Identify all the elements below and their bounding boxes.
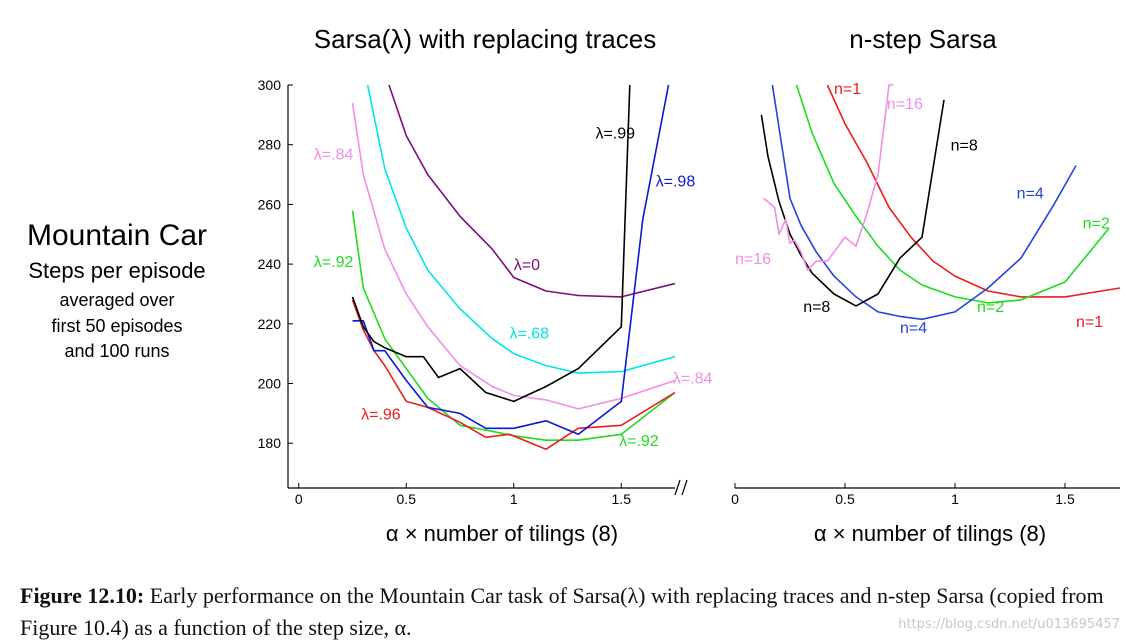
ylabel-line-5: and 100 runs [64, 341, 169, 361]
series-label-λ=.68: λ=.68 [509, 326, 549, 343]
x-tick-label: 0 [295, 491, 303, 507]
y-tick-label: 280 [258, 137, 282, 153]
series-line-λ=.96 [351, 299, 675, 451]
y-tick-label: 220 [258, 316, 282, 332]
y-tick-label: 240 [258, 256, 282, 272]
series-label-n=16: n=16 [735, 251, 771, 268]
x-tick-label: 0.5 [397, 491, 417, 507]
y-tick-label: 260 [258, 196, 282, 212]
series-line-n=1 [826, 84, 1120, 298]
series-label-n=4: n=4 [1017, 185, 1044, 202]
series-line-λ=.68 [366, 84, 675, 374]
series-label-λ=.84: λ=.84 [314, 147, 354, 164]
ylabel-line-1: Mountain Car [27, 219, 207, 252]
x-tick-label: 1.5 [612, 491, 632, 507]
chart-svg: Mountain Car Steps per episode averaged … [27, 24, 1120, 546]
series-label-λ=.92: λ=.92 [619, 433, 659, 450]
watermark: https://blog.csdn.net/u013695457 [898, 617, 1120, 632]
x-tick-label: 0 [731, 491, 739, 507]
series-line-λ=.84 [351, 102, 675, 410]
series-line-λ=.92 [351, 210, 675, 442]
series-label-λ=0: λ=0 [514, 257, 540, 274]
series-label-λ=.98: λ=.98 [656, 173, 696, 190]
series-line-n=2 [795, 84, 1110, 304]
series-label-λ=.84: λ=.84 [673, 371, 713, 388]
series-label-n=2: n=2 [1083, 215, 1110, 232]
series-label-λ=.92: λ=.92 [314, 254, 354, 271]
ylabel-line-2: Steps per episode [28, 258, 205, 283]
y-axis-label-block: Mountain Car Steps per episode averaged … [27, 219, 207, 361]
right-chart-xlabel: α × number of tilings (8) [814, 521, 1046, 546]
x-tick-label: 0.5 [835, 491, 855, 507]
series-line-n=8 [760, 99, 945, 307]
y-tick-label: 180 [258, 435, 282, 451]
series-line-n=16 [763, 84, 894, 271]
series-label-n=1: n=1 [834, 81, 861, 98]
series-label-λ=.99: λ=.99 [595, 126, 635, 143]
left-chart-xlabel: α × number of tilings (8) [386, 521, 618, 546]
series-label-n=1: n=1 [1076, 314, 1103, 331]
x-tick-label: 1 [510, 491, 518, 507]
ylabel-line-4: first 50 episodes [51, 316, 182, 336]
ylabel-line-3: averaged over [59, 290, 174, 310]
axis-break-marker [674, 479, 688, 496]
figure: Mountain Car Steps per episode averaged … [27, 24, 1120, 546]
right-chart-title: n-step Sarsa [849, 24, 997, 54]
sarsa-lambda-panel: Sarsa(λ) with replacing traces α × numbe… [258, 24, 713, 546]
series-label-n=16: n=16 [887, 96, 923, 113]
series-label-n=2: n=2 [977, 299, 1004, 316]
figure-caption: Figure 12.10: Early performance on the M… [20, 580, 1115, 644]
series-label-n=8: n=8 [951, 138, 978, 155]
series-line-λ=.98 [352, 84, 670, 436]
y-tick-label: 300 [258, 77, 282, 93]
left-chart-title: Sarsa(λ) with replacing traces [314, 24, 656, 54]
y-tick-label: 200 [258, 376, 282, 392]
series-line-λ=0 [388, 84, 675, 298]
series-label-n=8: n=8 [803, 299, 830, 316]
series-line-λ=.99 [351, 84, 631, 403]
series-label-λ=.96: λ=.96 [361, 406, 401, 423]
x-tick-label: 1 [951, 491, 959, 507]
caption-text: Early performance on the Mountain Car ta… [20, 583, 1104, 640]
n-step-sarsa-panel: n-step Sarsa α × number of tilings (8) 0… [731, 24, 1120, 546]
series-line-n=4 [771, 84, 1077, 321]
x-tick-label: 1.5 [1055, 491, 1075, 507]
series-label-n=4: n=4 [900, 320, 927, 337]
caption-label: Figure 12.10: [20, 583, 145, 608]
